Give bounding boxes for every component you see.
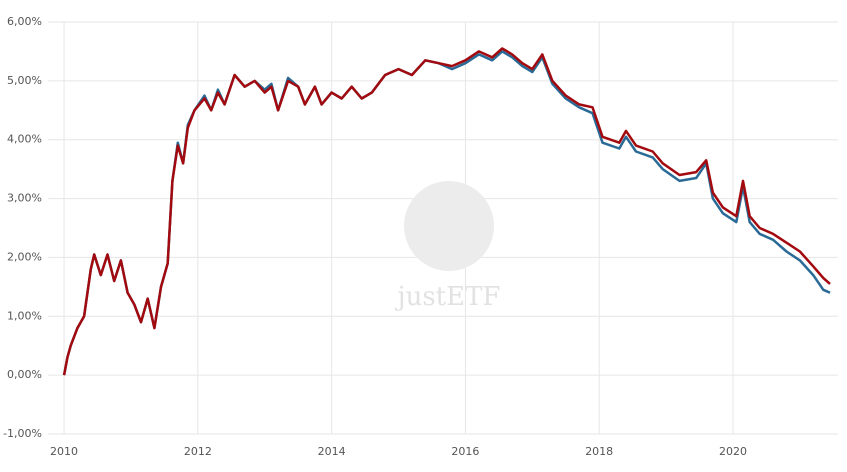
- y-tick-label: 1,00%: [7, 309, 42, 322]
- y-tick-label: 0,00%: [7, 368, 42, 381]
- x-tick-label: 2018: [585, 445, 613, 458]
- y-tick-label: 5,00%: [7, 74, 42, 87]
- y-tick-label: 6,00%: [7, 15, 42, 28]
- y-tick-label: 3,00%: [7, 192, 42, 205]
- watermark-logo: [404, 181, 494, 271]
- x-tick-label: 2014: [318, 445, 346, 458]
- y-tick-label: -1,00%: [3, 427, 42, 440]
- x-tick-label: 2012: [184, 445, 212, 458]
- y-tick-label: 2,00%: [7, 250, 42, 263]
- x-tick-label: 2016: [451, 445, 479, 458]
- watermark-text: justETF: [395, 282, 501, 312]
- y-tick-label: 4,00%: [7, 133, 42, 146]
- x-tick-label: 2010: [50, 445, 78, 458]
- x-tick-label: 2020: [719, 445, 747, 458]
- series-line: [62, 47, 831, 376]
